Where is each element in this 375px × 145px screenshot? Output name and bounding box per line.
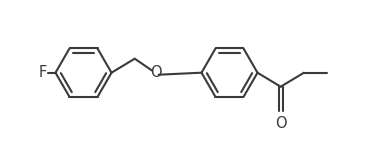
Text: F: F [39, 65, 47, 80]
Text: O: O [150, 65, 161, 80]
Text: O: O [275, 116, 286, 130]
